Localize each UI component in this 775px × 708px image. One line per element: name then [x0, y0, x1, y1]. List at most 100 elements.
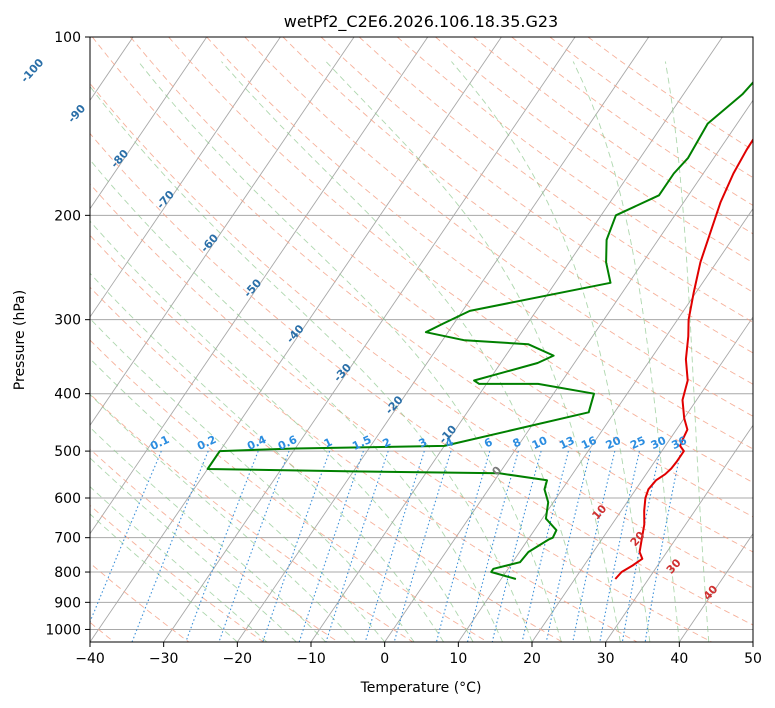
isotherm-line [90, 37, 281, 318]
mixing-ratio-line [466, 450, 519, 642]
dry-adiabat-line [90, 286, 563, 642]
mixing-ratio-line [621, 450, 661, 642]
isotherm-line [163, 37, 576, 642]
moist-adiabat-line [90, 317, 415, 642]
isotherm-line [0, 37, 59, 642]
moist-adiabat-line [572, 61, 680, 642]
x-tick-label: −10 [296, 651, 326, 667]
mixing-ratio-label: 2 [381, 435, 393, 450]
moist-adiabat-line [221, 61, 592, 642]
isotherm-line [90, 37, 355, 427]
mixing-ratio-label: 13 [557, 434, 576, 452]
y-tick-label: 1000 [45, 622, 81, 638]
moist-adiabat-line [90, 357, 386, 642]
mixing-ratio-line [364, 450, 425, 642]
mixing-ratio-line [599, 450, 640, 642]
dry-adiabat-line [168, 37, 753, 484]
x-tick-label: −20 [223, 651, 253, 667]
x-tick-label: 30 [597, 651, 615, 667]
moist-adiabat-line [90, 513, 238, 642]
isotherm-label: -40 [284, 322, 307, 346]
moist-adiabat-line [325, 61, 621, 642]
x-tick-label: 10 [449, 651, 467, 667]
dry-adiabat-line [397, 37, 753, 293]
dewpoint-profile-line [206, 81, 753, 580]
isotherm-line [90, 37, 502, 642]
y-tick-label: 600 [54, 491, 81, 507]
isotherm-line [236, 37, 650, 642]
moist-adiabat-line [90, 272, 444, 642]
mixing-ratio-line [298, 450, 364, 642]
temperature-profile-line [614, 137, 753, 580]
mixing-ratio-line [644, 450, 682, 642]
isotherm-label: 10 [589, 502, 609, 522]
mixing-ratio-line [185, 450, 259, 642]
moist-adiabat-line [451, 61, 651, 642]
isotherm-label: -30 [331, 361, 354, 385]
x-tick-label: 20 [523, 651, 541, 667]
mixing-ratio-line [131, 450, 209, 642]
isotherm-line [752, 641, 753, 642]
isotherm-line [90, 37, 429, 535]
moist-adiabat-line [90, 393, 356, 642]
mixing-ratio-label: 30 [649, 434, 669, 452]
isotherm-label: -50 [241, 276, 264, 300]
dry-adiabat-line [244, 37, 753, 417]
moist-adiabat-line [664, 61, 710, 642]
isotherm-label: 30 [664, 556, 684, 576]
isotherm-label: -100 [18, 56, 46, 85]
isotherm-label: -80 [108, 147, 131, 171]
y-tick-label: 800 [54, 565, 81, 581]
y-tick-label: 200 [54, 208, 81, 224]
chart-title: wetPf2_C2E6.2026.106.18.35.G23 [284, 12, 558, 32]
mixing-ratio-line [325, 450, 389, 642]
y-tick-label: 900 [54, 595, 81, 611]
dry-adiabat-line [511, 37, 753, 206]
dry-adiabat-line [90, 82, 753, 589]
mixing-ratio-label: 20 [604, 434, 624, 452]
isotherm-label: -90 [65, 102, 88, 126]
y-tick-label: 100 [54, 30, 81, 46]
dry-adiabat-line [90, 504, 264, 642]
isotherm-line [678, 532, 753, 642]
moist-adiabat-line [90, 457, 297, 642]
mixing-ratio-label: 6 [482, 435, 495, 450]
isotherm-label: -20 [383, 393, 406, 417]
x-axis-title: Temperature (°C) [360, 680, 482, 696]
moist-adiabat-line [90, 486, 268, 642]
isotherm-line [457, 207, 753, 642]
mixing-ratio-line [90, 450, 162, 624]
moist-adiabat-line [90, 85, 533, 642]
dry-adiabat-line [90, 562, 190, 642]
y-tick-label: 400 [54, 387, 81, 403]
dry-adiabat-line [473, 37, 753, 235]
dry-adiabat-line [90, 393, 414, 642]
moist-adiabat-line [90, 159, 503, 642]
dry-adiabat-line [435, 37, 753, 264]
dry-adiabat-line [90, 132, 753, 626]
mixing-ratio-line [435, 450, 491, 642]
mixing-ratio-label: 36 [670, 434, 690, 452]
isotherm-line [605, 424, 753, 642]
x-tick-label: −30 [149, 651, 179, 667]
mixing-ratio-label: 0.6 [276, 433, 299, 453]
mixing-ratio-label: 0.1 [148, 433, 171, 453]
mixing-ratio-line [218, 450, 290, 642]
dry-adiabat-line [90, 448, 339, 642]
mixing-ratio-label: 8 [511, 435, 523, 450]
mixing-ratio-label: 16 [579, 434, 599, 452]
dry-adiabat-line [206, 37, 753, 450]
mixing-ratio-line [262, 450, 331, 642]
dry-adiabat-line [90, 183, 712, 642]
isotherm-line [384, 99, 753, 642]
moist-adiabat-line [90, 426, 327, 642]
mixing-ratio-label: 25 [628, 434, 647, 452]
x-tick-label: −40 [75, 651, 105, 667]
y-axis-title: Pressure (hPa) [12, 290, 28, 390]
dry-adiabat-line [90, 234, 638, 642]
mixing-ratio-line [393, 450, 452, 642]
isotherm-line [90, 37, 208, 210]
x-tick-label: 40 [670, 651, 688, 667]
mixing-ratio-label: 3 [417, 435, 429, 450]
y-tick-label: 300 [54, 313, 81, 329]
